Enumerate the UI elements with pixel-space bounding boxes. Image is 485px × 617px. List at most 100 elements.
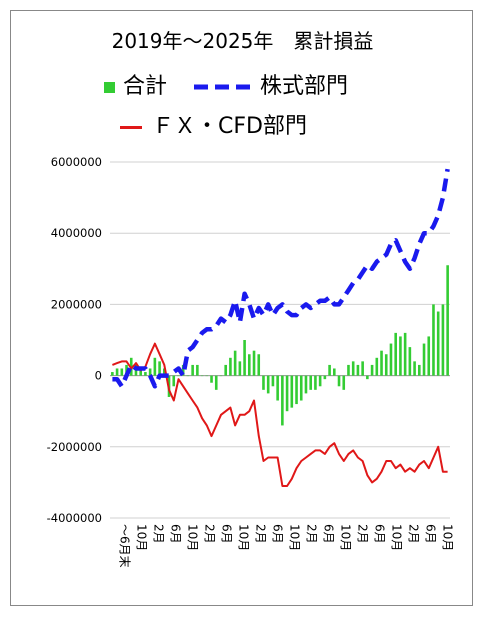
y-tick-label: -2000000 [47, 440, 102, 454]
bar-total [191, 364, 194, 376]
legend-row-1: 合計 株式部門 [104, 68, 348, 100]
bar-total [243, 340, 246, 376]
bar-total [403, 332, 407, 376]
bar-total [115, 368, 119, 376]
bar-total [266, 375, 270, 394]
bar-total [214, 375, 218, 390]
bar-total [361, 361, 364, 376]
bar-total [181, 364, 185, 376]
bar-total [186, 375, 190, 377]
x-tick-label: 2月 [305, 524, 319, 544]
bar-total [163, 368, 166, 376]
bar-total [436, 311, 440, 376]
bar-total [408, 347, 412, 376]
bar-total [347, 364, 350, 376]
bar-total [413, 361, 416, 376]
y-tick-label: 0 [95, 369, 102, 383]
bar-total [177, 375, 180, 377]
bar-total [238, 361, 242, 376]
x-tick-label: 6月 [424, 524, 438, 544]
x-tick-label: 10月 [441, 524, 455, 551]
x-tick-label: 10月 [390, 524, 404, 551]
bar-total [200, 375, 204, 377]
bar-total [314, 375, 317, 390]
bar-total [229, 357, 232, 376]
legend-label-stock: 株式部門 [260, 74, 349, 99]
bar-total [210, 375, 213, 383]
bar-total [384, 354, 388, 376]
bar-total [172, 375, 176, 387]
bar-total [351, 361, 355, 376]
bar-total [148, 368, 152, 376]
x-tick-label: 2月 [152, 524, 166, 544]
bar-total [224, 364, 227, 376]
x-tick-label: 2月 [203, 524, 217, 544]
bar-total [144, 372, 147, 376]
bar-total [337, 375, 341, 387]
bar-total [252, 350, 256, 376]
bar-total [394, 332, 397, 376]
bar-total [333, 368, 336, 376]
bar-total [299, 375, 303, 401]
bar-total [418, 364, 421, 376]
x-tick-label: 6月 [322, 524, 336, 544]
bar-total [446, 265, 449, 376]
x-tick-label: 10月 [339, 524, 353, 551]
bar-total [153, 357, 157, 376]
bar-total [309, 375, 312, 390]
legend-swatch-total [104, 81, 115, 93]
bar-total [441, 304, 445, 376]
bar-total [399, 336, 402, 376]
bar-total [281, 375, 284, 426]
bar-total [158, 361, 161, 376]
x-tick-label: 6月 [373, 524, 387, 544]
x-tick-label: 10月 [135, 524, 149, 551]
bar-total [323, 375, 327, 380]
legend-swatch-fx [120, 125, 142, 129]
x-tick-label: 2月 [254, 524, 268, 544]
x-tick-label: 6月 [271, 524, 285, 544]
bar-total [257, 354, 261, 376]
bar-total [375, 357, 379, 376]
y-tick-label: 4000000 [51, 226, 102, 240]
bar-total [248, 354, 251, 376]
x-tick-label: 2月 [356, 524, 370, 544]
bar-total [318, 375, 322, 387]
legend-swatch-stock [194, 83, 253, 91]
bar-total [205, 375, 209, 377]
chart-title: 2019年～2025年 累計損益 [111, 29, 374, 53]
y-tick-label: -4000000 [47, 511, 102, 525]
bar-total [196, 364, 199, 376]
bar-total [389, 343, 393, 376]
legend-label-total: 合計 [123, 74, 168, 99]
y-tick-label: 6000000 [51, 155, 102, 169]
legend-row-2: ＦＸ・CFD部門 [120, 108, 307, 140]
bar-total [139, 368, 142, 376]
x-tick-label: ～6月末 [118, 524, 132, 568]
bar-total [328, 364, 331, 376]
bar-total [380, 350, 383, 376]
bar-total [276, 375, 279, 401]
bar-total [427, 336, 431, 376]
bar-total [366, 375, 369, 380]
y-tick-label: 2000000 [51, 297, 102, 311]
bar-total [295, 375, 298, 405]
x-tick-label: 10月 [186, 524, 200, 551]
bar-total [432, 304, 435, 376]
x-tick-label: 6月 [169, 524, 183, 544]
bar-total [271, 375, 275, 387]
x-tick-label: 10月 [288, 524, 302, 551]
bar-total [219, 375, 223, 377]
bar-total [233, 350, 237, 376]
x-tick-label: 10月 [237, 524, 251, 551]
x-tick-label: 2月 [407, 524, 421, 544]
bar-total [356, 364, 360, 376]
line-stock [112, 168, 450, 389]
line-fx-cfd [112, 342, 448, 487]
bar-total [120, 368, 124, 376]
bar-total [262, 375, 265, 390]
bar-total [342, 375, 346, 390]
bar-total [370, 364, 374, 376]
bar-total [290, 375, 294, 408]
